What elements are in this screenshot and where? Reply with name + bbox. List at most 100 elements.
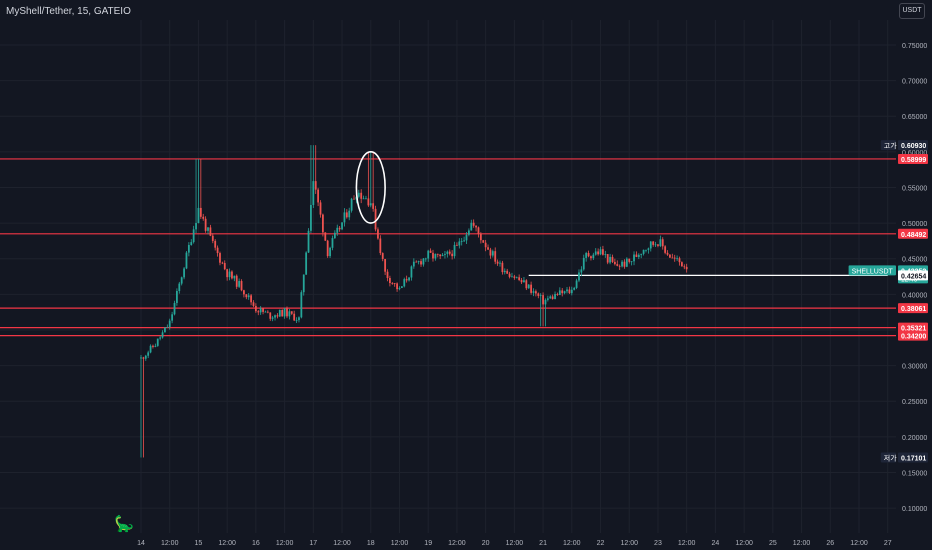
ellipse-annotation[interactable] xyxy=(355,151,386,224)
candle-body xyxy=(187,244,190,253)
candle-body xyxy=(575,280,578,288)
candle-body xyxy=(535,291,537,294)
candle-body xyxy=(453,244,456,257)
candle-body xyxy=(635,254,638,257)
candle-body xyxy=(489,249,492,256)
candle-body xyxy=(183,268,185,278)
y-tick-label: 0.70000 xyxy=(902,79,927,86)
candle-body xyxy=(427,250,430,259)
candle-body xyxy=(190,242,193,245)
x-tick-label: 18 xyxy=(367,540,375,547)
candle-body xyxy=(305,252,308,275)
candle-body xyxy=(333,232,336,239)
candle-body xyxy=(288,311,291,317)
x-tick-label: 24 xyxy=(712,540,720,547)
x-tick-label: 22 xyxy=(597,540,605,547)
candle-body xyxy=(590,256,592,259)
candle-body xyxy=(527,284,530,289)
candle-body xyxy=(372,203,375,209)
price-label-box xyxy=(898,270,928,281)
candle-body xyxy=(317,189,320,203)
candle-body xyxy=(326,240,329,257)
candles xyxy=(140,145,688,458)
candle-body xyxy=(671,257,674,259)
candle-body xyxy=(396,283,398,290)
x-tick-label: 17 xyxy=(309,540,317,547)
candle-body xyxy=(312,181,315,205)
price-label-value: 0.34200 xyxy=(901,334,926,341)
x-tick-label: 19 xyxy=(424,540,432,547)
x-tick-label: 12:00 xyxy=(333,540,351,547)
candle-body xyxy=(403,279,406,287)
candle-body xyxy=(178,283,181,292)
candle-body xyxy=(628,258,631,262)
candle-body xyxy=(484,242,487,248)
horizontal-levels[interactable] xyxy=(0,158,896,337)
candle-body xyxy=(209,227,212,236)
candle-body xyxy=(477,227,480,234)
candle-body xyxy=(293,313,296,321)
candle-body xyxy=(673,257,676,259)
candle-body xyxy=(494,251,497,262)
candle-body xyxy=(487,247,489,250)
candle-body xyxy=(503,270,506,273)
candle-body xyxy=(652,241,655,245)
candle-body xyxy=(585,253,588,258)
candle-body xyxy=(353,198,355,200)
price-label-box xyxy=(898,330,928,341)
candle-body xyxy=(247,295,250,298)
price-label-tag-box xyxy=(880,452,896,463)
candle-body xyxy=(348,210,351,218)
candle-body xyxy=(551,296,554,300)
candle-body xyxy=(680,262,683,267)
candle-body xyxy=(219,253,221,263)
candle-body xyxy=(271,317,274,319)
candle-body xyxy=(654,244,657,246)
candle-body xyxy=(278,309,281,317)
candle-body xyxy=(506,270,509,274)
y-tick-label: 0.10000 xyxy=(902,506,927,513)
candle-body xyxy=(587,253,590,257)
candle-body xyxy=(439,254,442,257)
x-axis[interactable]: 14 12:00 15 12:00 16 12:00 17 12:00 18 12:00 19 12:… xyxy=(137,540,892,547)
price-label-value: 0.35321 xyxy=(901,326,926,333)
candle-body xyxy=(451,253,454,257)
candle-body xyxy=(207,227,209,231)
candle-body xyxy=(204,218,207,231)
candle-body xyxy=(597,251,600,255)
candle-body xyxy=(475,225,477,228)
price-label-box xyxy=(898,140,928,151)
annotations[interactable] xyxy=(355,151,386,224)
candle-body xyxy=(336,227,339,233)
tradingview-dino-icon[interactable]: 🦕 xyxy=(114,516,134,533)
price-label-box xyxy=(898,228,928,239)
price-label-value: 0.17101 xyxy=(901,455,926,462)
candle-body xyxy=(602,249,604,255)
candle-body xyxy=(386,271,389,278)
x-tick-label: 23 xyxy=(654,540,662,547)
y-tick-label: 0.55000 xyxy=(902,185,927,192)
symbol-title[interactable]: MyShell/Tether, 15, GATEIO xyxy=(6,6,131,17)
candle-body xyxy=(281,309,284,317)
candle-body xyxy=(518,277,521,281)
currency-button[interactable]: USDT xyxy=(899,3,925,19)
price-label-box xyxy=(898,153,928,164)
candle-body xyxy=(625,258,628,267)
candle-body xyxy=(570,289,573,294)
candle-body xyxy=(252,302,255,306)
x-tick-label: 12:00 xyxy=(850,540,868,547)
candle-body xyxy=(266,311,269,313)
candle-body xyxy=(398,287,401,290)
candle-body xyxy=(515,277,518,279)
x-tick-label: 16 xyxy=(252,540,260,547)
x-tick-label: 12:00 xyxy=(161,540,179,547)
candle-body xyxy=(393,283,396,284)
candle-body xyxy=(415,261,418,263)
candle-body xyxy=(659,239,662,246)
candle-body xyxy=(250,295,252,303)
candle-body xyxy=(546,298,549,300)
candle-body xyxy=(211,235,214,241)
candle-body xyxy=(606,254,609,263)
candle-body xyxy=(537,293,540,296)
